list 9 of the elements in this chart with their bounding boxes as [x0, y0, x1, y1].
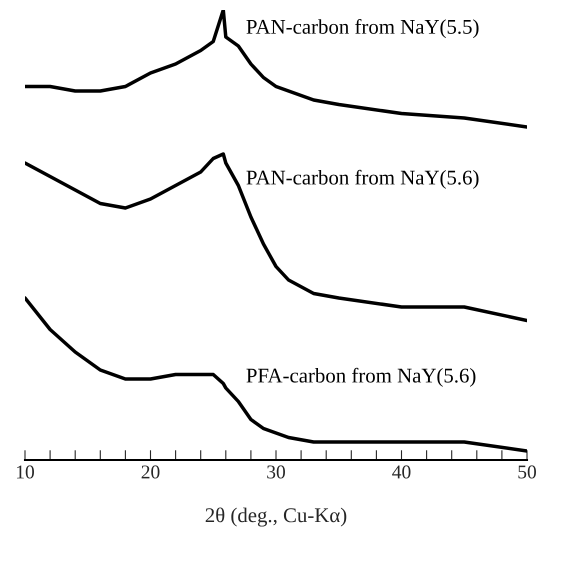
x-tick-label: 40 — [392, 465, 410, 479]
x-tick-label: 20 — [142, 465, 160, 479]
series-label: PAN-carbon from NaY(5.5) — [246, 19, 479, 38]
x-tick-label: 30 — [267, 465, 285, 479]
series-label: PFA-carbon from NaY(5.6) — [246, 368, 476, 387]
x-tick-label: 10 — [16, 465, 34, 479]
x-axis-title: 2θ (deg., Cu-Kα) — [206, 507, 346, 527]
series-label: PAN-carbon from NaY(5.6) — [246, 170, 479, 189]
x-tick-label: 50 — [518, 465, 536, 479]
